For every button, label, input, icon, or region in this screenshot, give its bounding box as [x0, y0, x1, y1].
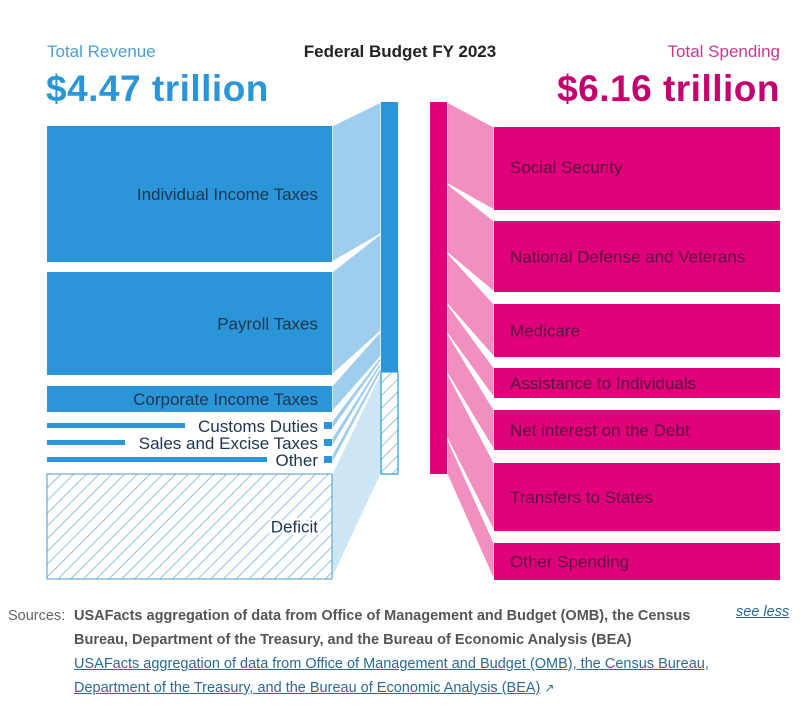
bar-end-customs-duties — [324, 422, 332, 429]
label-deficit: Deficit — [271, 518, 319, 537]
block-national-defense-and-veterans — [494, 221, 780, 292]
block-individual-income-taxes — [47, 126, 332, 262]
sources-text: USAFacts aggregation of data from Office… — [74, 608, 691, 648]
label-corporate-income-taxes: Corporate Income Taxes — [133, 390, 318, 409]
stack-segment-individual-income-taxes — [381, 102, 398, 235]
sources-link[interactable]: USAFacts aggregation of data from Office… — [74, 652, 734, 700]
label-bg — [199, 417, 318, 434]
label-social-security: Social Security — [510, 158, 623, 177]
bar-end-sales-and-excise-taxes — [324, 439, 332, 446]
block-deficit — [46, 473, 333, 580]
stack-segment-payroll-taxes — [381, 233, 398, 332]
label-medicare: Medicare — [510, 322, 580, 341]
label-other-spending: Other Spending — [510, 553, 629, 572]
stack-spending-total — [430, 102, 447, 474]
block-medicare — [494, 304, 780, 357]
block-assistance-to-individuals — [494, 368, 780, 398]
total-spending-value: $6.16 trillion — [557, 68, 780, 109]
stack-segment-customs-duties — [381, 356, 398, 362]
label-assistance-to-individuals: Assistance to Individuals — [510, 374, 696, 393]
bar-customs-duties — [47, 423, 185, 428]
block-social-security — [494, 127, 780, 210]
see-less-toggle[interactable]: see less — [736, 604, 790, 620]
bar-sales-and-excise-taxes — [47, 440, 125, 445]
spending-blocks: Social Security National Defense and Vete… — [494, 127, 780, 580]
stack-segment-sales-and-excise-taxes — [381, 361, 398, 367]
external-link-icon[interactable]: ↗ — [544, 681, 555, 695]
label-payroll-taxes: Payroll Taxes — [217, 315, 318, 334]
stack-segment-corporate-income-taxes — [381, 330, 398, 357]
label-bg — [273, 451, 318, 468]
bar-other — [47, 457, 267, 462]
block-transfers-to-states — [494, 463, 780, 531]
revenue-blocks: Individual Income Taxes Payroll Taxes Corp… — [46, 126, 333, 580]
block-net-interest-on-the-debt — [494, 410, 780, 450]
block-other-spending — [494, 543, 780, 580]
label-customs-duties: Customs Duties — [198, 417, 318, 436]
sources-label: Sources: — [8, 608, 66, 624]
label-transfers-to-states: Transfers to States — [510, 488, 653, 507]
block-payroll-taxes — [47, 272, 332, 375]
total-revenue-label: Total Revenue — [47, 42, 156, 61]
budget-sankey-chart: Individual Income Taxes Payroll Taxes Corp… — [46, 101, 780, 581]
label-national-defense-and-veterans: National Defense and Veterans — [510, 248, 745, 267]
chart-title: Federal Budget FY 2023 — [303, 42, 497, 61]
spending-flows — [446, 101, 495, 581]
label-individual-income-taxes: Individual Income Taxes — [137, 185, 318, 204]
flow-individual-income-taxes — [331, 101, 382, 264]
bar-end-other — [324, 456, 332, 463]
label-sales-and-excise-taxes: Sales and Excise Taxes — [139, 434, 318, 453]
total-stacks — [380, 102, 447, 475]
total-spending-label: Total Spending — [667, 42, 780, 61]
revenue-flows — [331, 101, 382, 580]
label-net-interest-on-the-debt: Net interest on the Debt — [510, 421, 690, 440]
label-bg — [133, 434, 318, 451]
block-corporate-income-taxes — [47, 386, 332, 412]
total-revenue-value: $4.47 trillion — [46, 68, 269, 109]
label-other: Other — [275, 451, 318, 470]
stack-segment-deficit — [380, 371, 399, 475]
stack-segment-other — [381, 365, 398, 373]
sources-link-text[interactable]: USAFacts aggregation of data from Office… — [74, 656, 709, 696]
